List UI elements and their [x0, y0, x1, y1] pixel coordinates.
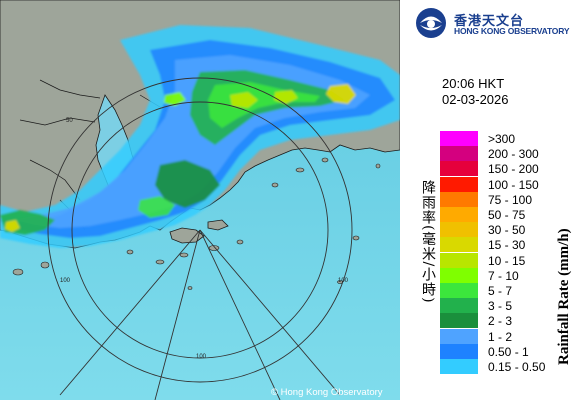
- legend-item: 100 - 150: [440, 176, 577, 192]
- radar-map: 50 100 100 100 © Hong Kong Observatory: [0, 0, 400, 400]
- legend-label: 150 - 200: [488, 162, 539, 177]
- legend-item: 30 - 50: [440, 222, 577, 238]
- legend-swatch: [440, 359, 478, 374]
- legend-title-english: Rainfall Rate (mm/h): [556, 228, 572, 365]
- legend-title-english-wrap: Rainfall Rate (mm/h): [556, 228, 572, 365]
- legend-label: 5 - 7: [488, 284, 513, 298]
- legend-swatch: [440, 298, 478, 314]
- legend-item: >300: [440, 131, 577, 146]
- range-rings: [47, 77, 353, 400]
- legend-label: 7 - 10: [488, 268, 519, 283]
- lantau-island: [169, 227, 205, 244]
- hko-emblem-icon: [416, 8, 446, 38]
- legend-item: 75 - 100: [440, 191, 577, 207]
- legend-item: 1 - 2: [440, 328, 577, 344]
- legend-label: 10 - 15: [488, 253, 526, 268]
- legend-label: 0.15 - 0.50: [488, 360, 546, 374]
- legend-swatch: [440, 207, 478, 222]
- logo-english: HONG KONG OBSERVATORY: [454, 26, 570, 36]
- legend-label: 200 - 300: [488, 147, 539, 162]
- legend-item: 7 - 10: [440, 267, 577, 283]
- legend-item: 3 - 5: [440, 298, 577, 314]
- legend-label: 30 - 50: [488, 223, 526, 238]
- hko-logo: 香港天文台 HONG KONG OBSERVATORY: [414, 6, 574, 42]
- legend-item: 15 - 30: [440, 237, 577, 253]
- legend-swatch: [440, 252, 478, 268]
- legend-label: 1 - 2: [488, 329, 513, 344]
- legend-swatch: [440, 267, 478, 283]
- hk-island: [207, 219, 229, 231]
- logo-chinese: 香港天文台: [454, 14, 525, 29]
- range-label-north: 50: [66, 118, 73, 124]
- legend-label: 3 - 5: [488, 299, 513, 314]
- legend-swatch: [440, 131, 478, 146]
- legend-item: 50 - 75: [440, 207, 577, 222]
- legend-label: 100 - 150: [488, 177, 539, 192]
- legend-swatch: [440, 343, 478, 359]
- info-panel: 香港天文台 HONG KONG OBSERVATORY 20:06 HKT 02…: [400, 0, 577, 400]
- range-labels: 50 100 100 100: [60, 118, 349, 360]
- legend-label: 0.50 - 1: [488, 344, 529, 359]
- legend-label: 2 - 3: [488, 314, 513, 329]
- legend-title-chinese: 降雨率(毫米/小時): [420, 180, 436, 304]
- legend-swatch: [440, 222, 478, 238]
- legend-item: 2 - 3: [440, 313, 577, 329]
- legend-label: 50 - 75: [488, 208, 526, 222]
- legend-item: 150 - 200: [440, 161, 577, 177]
- small-islands: [12, 157, 381, 290]
- timestamp-date: 02-03-2026: [442, 92, 509, 107]
- legend-item: 200 - 300: [440, 146, 577, 162]
- legend-swatch: [440, 328, 478, 344]
- copyright: © Hong Kong Observatory: [271, 387, 383, 398]
- legend-swatch: [440, 161, 478, 177]
- legend-label: >300: [488, 132, 516, 146]
- legend-item: 0.50 - 1: [440, 343, 577, 359]
- range-label-south: 100: [196, 354, 207, 360]
- legend-swatch: [440, 237, 478, 253]
- range-label-west: 100: [60, 278, 71, 284]
- legend-swatch: [440, 283, 478, 298]
- legend-item: 10 - 15: [440, 252, 577, 268]
- timestamp-time: 20:06 HKT: [442, 76, 505, 91]
- legend-swatch: [440, 191, 478, 207]
- legend-swatch: [440, 313, 478, 329]
- legend-label: 15 - 30: [488, 238, 526, 253]
- legend-item: 0.15 - 0.50: [440, 359, 577, 374]
- legend-swatch: [440, 176, 478, 192]
- legend-item: 5 - 7: [440, 283, 577, 298]
- legend-swatch: [440, 146, 478, 162]
- range-label-east: 100: [338, 278, 349, 284]
- legend-label: 75 - 100: [488, 192, 533, 207]
